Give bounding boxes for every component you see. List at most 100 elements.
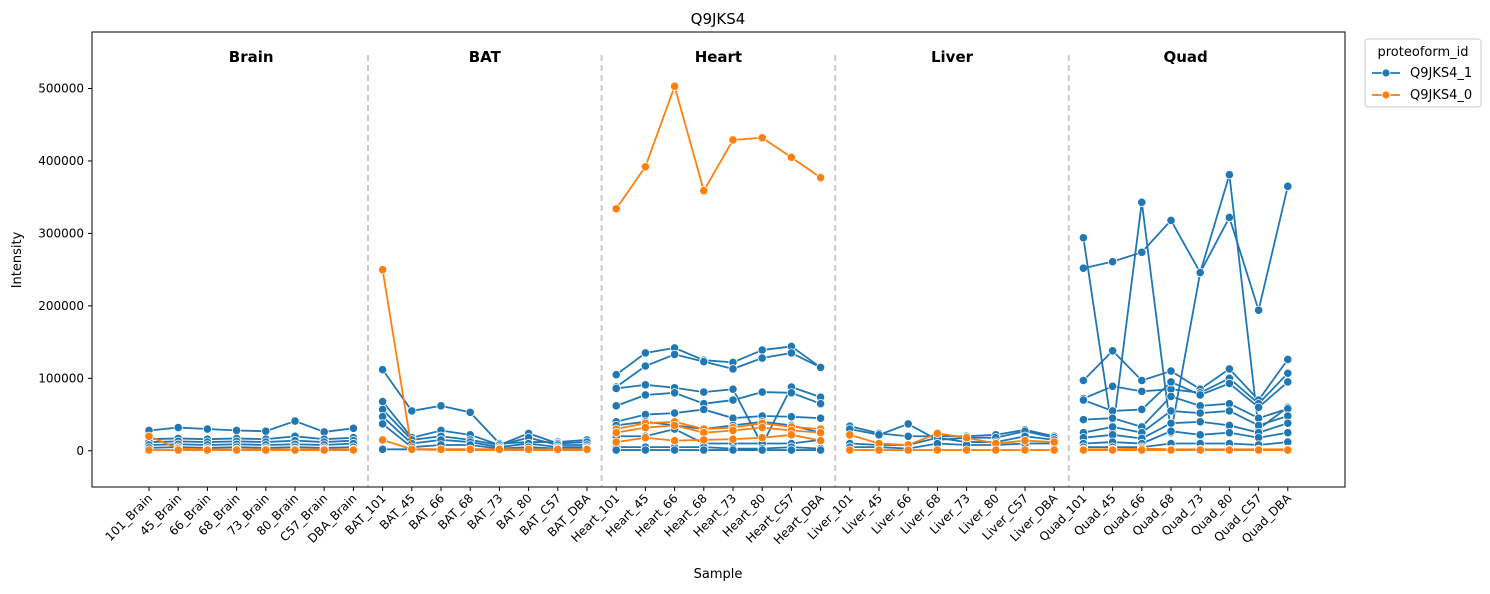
- data-point: [757, 353, 767, 363]
- data-point: [232, 425, 242, 436]
- data-point: [1224, 445, 1235, 455]
- series-line: [616, 420, 821, 430]
- data-point: [669, 436, 680, 446]
- data-point: [699, 445, 709, 455]
- data-point: [144, 445, 154, 455]
- data-point: [1020, 445, 1030, 455]
- data-point: [1195, 445, 1205, 455]
- data-point: [1137, 445, 1147, 455]
- series-line: [148, 420, 354, 433]
- data-point: [1166, 418, 1176, 428]
- data-point: [144, 431, 154, 441]
- data-point: [261, 445, 271, 455]
- series-line: [381, 416, 587, 449]
- plot-area-frame: [91, 31, 1346, 488]
- data-point: [1195, 267, 1205, 278]
- data-point: [1078, 415, 1089, 425]
- data-point: [232, 445, 242, 455]
- data-point: [202, 424, 212, 434]
- data-point: [786, 412, 797, 422]
- data-point: [786, 152, 797, 162]
- series-line: [849, 435, 1055, 446]
- data-point: [377, 444, 388, 454]
- data-point: [640, 390, 651, 400]
- data-point: [757, 422, 767, 433]
- data-point: [815, 445, 826, 455]
- data-point: [1166, 426, 1176, 436]
- data-point: [786, 445, 797, 455]
- data-point: [553, 444, 563, 454]
- data-point: [640, 445, 651, 455]
- data-point: [173, 422, 183, 433]
- data-point: [1224, 212, 1235, 223]
- legend-entry: Q9JKS4_1: [1410, 66, 1472, 81]
- data-point: [1254, 402, 1264, 412]
- legend-frame: [1364, 38, 1482, 108]
- data-point: [669, 408, 680, 418]
- data-point: [1283, 181, 1293, 191]
- data-point: [669, 445, 680, 455]
- data-point: [1283, 377, 1293, 387]
- y-tick-label: 200000: [38, 299, 84, 313]
- data-point: [1224, 170, 1235, 180]
- series-line: [616, 424, 821, 434]
- data-point: [669, 81, 680, 91]
- data-point: [1108, 422, 1118, 432]
- data-point: [465, 407, 475, 417]
- panel-label: Liver: [931, 48, 974, 66]
- y-tick-label: 100000: [38, 371, 84, 385]
- data-point: [1166, 366, 1176, 376]
- data-point: [903, 419, 913, 429]
- data-point: [611, 437, 621, 447]
- data-point: [173, 445, 183, 455]
- data-point: [786, 348, 797, 358]
- data-point: [1166, 215, 1176, 225]
- data-point: [1108, 257, 1118, 267]
- data-point: [407, 444, 417, 454]
- data-point: [699, 435, 709, 445]
- data-point: [1108, 445, 1118, 455]
- data-point: [611, 383, 621, 394]
- series-line: [616, 428, 821, 445]
- data-point: [348, 445, 358, 455]
- data-point: [815, 413, 826, 423]
- data-point: [377, 365, 388, 375]
- data-point: [1195, 430, 1205, 440]
- data-point: [202, 445, 212, 455]
- data-point: [640, 380, 651, 390]
- series-line: [148, 439, 354, 443]
- data-point: [669, 420, 680, 431]
- panel-label: BAT: [469, 48, 502, 66]
- data-point: [1224, 378, 1235, 388]
- series-line: [1083, 395, 1289, 428]
- data-point: [377, 265, 388, 275]
- data-point: [407, 406, 417, 416]
- data-point: [377, 435, 388, 445]
- data-point: [1078, 445, 1089, 455]
- series-line: [615, 391, 821, 407]
- data-point: [1137, 386, 1147, 396]
- data-point: [261, 426, 271, 436]
- data-point: [728, 384, 738, 394]
- data-point: [523, 444, 534, 454]
- series-line: [616, 446, 821, 450]
- data-point: [815, 362, 826, 373]
- series-line: [616, 433, 821, 443]
- series-line: [148, 435, 354, 441]
- data-point: [1195, 390, 1205, 400]
- data-point: [699, 186, 709, 196]
- data-point: [465, 444, 475, 454]
- data-point: [757, 433, 767, 443]
- data-point: [874, 445, 884, 455]
- data-point: [582, 444, 592, 454]
- data-point: [728, 425, 738, 436]
- data-point: [1108, 381, 1118, 391]
- y-axis-label: Intensity: [10, 231, 25, 288]
- series-line: [1082, 174, 1289, 433]
- data-point: [845, 445, 855, 455]
- data-point: [874, 430, 884, 440]
- panel-label: Heart: [695, 48, 742, 66]
- panel-label: Quad: [1163, 48, 1207, 66]
- data-point: [1166, 391, 1176, 402]
